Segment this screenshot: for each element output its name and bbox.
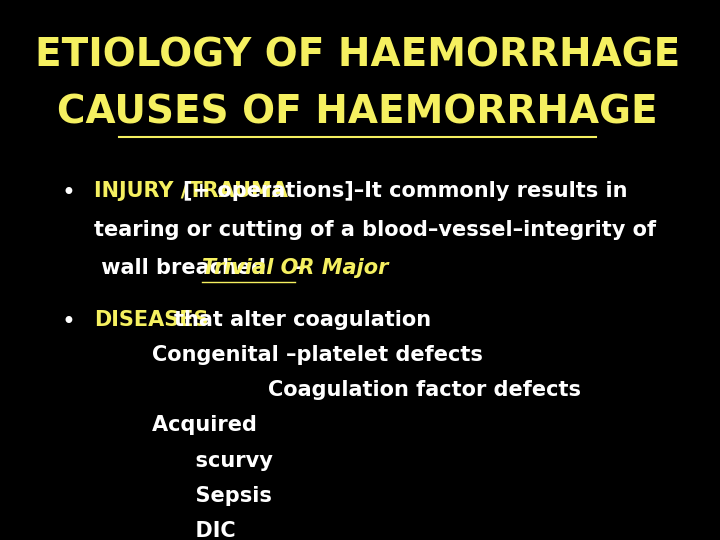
Text: DISEASES: DISEASES	[94, 310, 208, 330]
Text: Sepsis: Sepsis	[94, 485, 271, 505]
Text: Coagulation factor defects: Coagulation factor defects	[94, 380, 581, 400]
Text: wall breached    –: wall breached –	[94, 258, 320, 278]
Text: DIC: DIC	[94, 521, 235, 540]
Text: Acquired: Acquired	[94, 415, 257, 435]
Text: ETIOLOGY OF HAEMORRHAGE: ETIOLOGY OF HAEMORRHAGE	[35, 36, 680, 74]
Text: CAUSES OF HAEMORRHAGE: CAUSES OF HAEMORRHAGE	[57, 93, 658, 131]
Text: scurvy: scurvy	[94, 450, 273, 470]
Text: that alter coagulation: that alter coagulation	[145, 310, 431, 330]
Text: •: •	[62, 181, 76, 205]
Text: Congenital –platelet defects: Congenital –platelet defects	[94, 345, 482, 365]
Text: Trivial OR Major: Trivial OR Major	[202, 258, 388, 278]
Text: [+ operations]–It commonly results in: [+ operations]–It commonly results in	[184, 181, 628, 201]
Text: INJURY /TRAUMA: INJURY /TRAUMA	[94, 181, 295, 201]
Text: tearing or cutting of a blood–vessel–integrity of: tearing or cutting of a blood–vessel–int…	[94, 220, 656, 240]
Text: •: •	[62, 310, 76, 334]
